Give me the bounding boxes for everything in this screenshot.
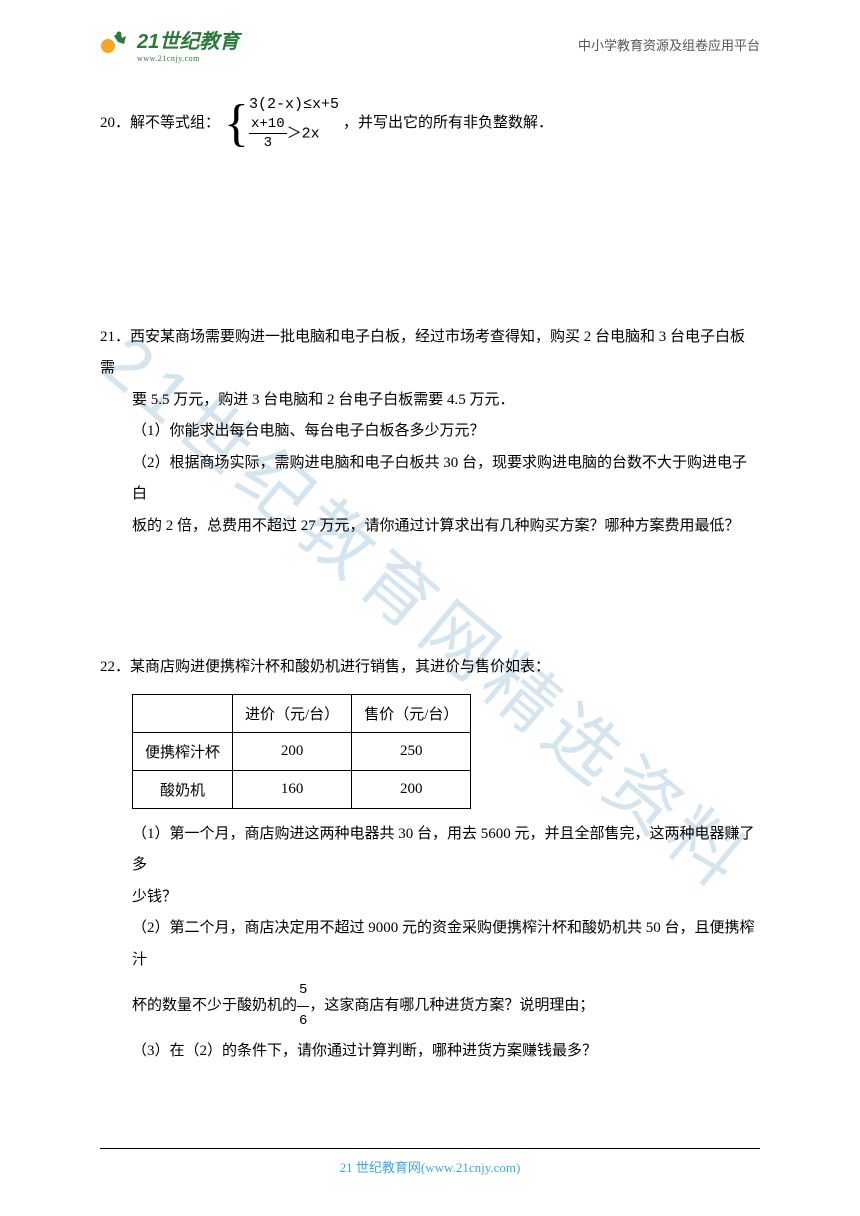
equation-line1: 3(2-x)≤x+5 — [249, 96, 339, 113]
table-cell: 200 — [233, 732, 352, 770]
table-header-2: 售价（元/台） — [352, 694, 471, 732]
table-cell: 酸奶机 — [133, 770, 233, 808]
brace-content: 3(2-x)≤x+5 x+103＞2x — [249, 95, 339, 152]
logo: 21世纪教育 www.21cnjy.com — [100, 25, 239, 63]
table-header-0 — [133, 694, 233, 732]
q2-before-frac: 杯的数量不少于酸奶机的 — [132, 998, 297, 1014]
table-header-row: 进价（元/台） 售价（元/台） — [133, 694, 471, 732]
header-right-text: 中小学教育资源及组卷应用平台 — [578, 35, 760, 54]
problem-21-text: 21．西安某商场需要购进一批电脑和电子白板，经过市场考查得知，购买 2 台电脑和… — [100, 322, 760, 385]
problem-22-q2-line1: （2）第二个月，商店决定用不超过 9000 元的资金采购便携榨汁杯和酸奶机共 5… — [100, 913, 760, 976]
logo-sub-text: www.21cnjy.com — [137, 54, 239, 63]
table-row: 酸奶机 160 200 — [133, 770, 471, 808]
frac-numerator: x+10 — [249, 115, 287, 134]
problem-22: 22．某商店购进便携榨汁杯和酸奶机进行销售，其进价与售价如表： 进价（元/台） … — [100, 652, 760, 1067]
equation-line2-rest: ＞2x — [287, 125, 320, 142]
table-cell: 200 — [352, 770, 471, 808]
problem-20-after: ，并写出它的所有非负整数解． — [343, 115, 553, 131]
problem-20-text: 20．解不等式组：{3(2-x)≤x+5 x+103＞2x ，并写出它的所有非负整数… — [100, 95, 760, 152]
problem-22-intro: 22．某商店购进便携榨汁杯和酸奶机进行销售，其进价与售价如表： — [100, 652, 760, 684]
fraction-5-6: 56 — [297, 976, 309, 1036]
table-cell: 250 — [352, 732, 471, 770]
logo-main-text: 21世纪教育 — [137, 25, 239, 54]
problem-21-line1: 西安某商场需要购进一批电脑和电子白板，经过市场考查得知，购买 2 台电脑和 3 … — [100, 329, 745, 377]
problem-21: 21．西安某商场需要购进一批电脑和电子白板，经过市场考查得知，购买 2 台电脑和… — [100, 322, 760, 543]
problem-22-q3: （3）在（2）的条件下，请你通过计算判断，哪种进货方案赚钱最多？ — [100, 1036, 760, 1068]
problem-22-number: 22． — [100, 659, 130, 675]
problem-20-before: 解不等式组： — [130, 115, 220, 131]
table-row: 便携榨汁杯 200 250 — [133, 732, 471, 770]
logo-icon — [100, 28, 132, 60]
problem-21-q1: （1）你能求出每台电脑、每台电子白板各多少万元？ — [100, 416, 760, 448]
price-table-container: 进价（元/台） 售价（元/台） 便携榨汁杯 200 250 酸奶机 160 20… — [132, 694, 760, 809]
q2-after-frac: ，这家商店有哪几种进货方案？说明理由； — [309, 998, 594, 1014]
problem-20-number: 20． — [100, 115, 130, 131]
page-header: 21世纪教育 www.21cnjy.com 中小学教育资源及组卷应用平台 — [0, 25, 860, 63]
logo-text-container: 21世纪教育 www.21cnjy.com — [137, 25, 239, 63]
problem-22-q2-line2: 杯的数量不少于酸奶机的56，这家商店有哪几种进货方案？说明理由； — [100, 976, 760, 1036]
price-table: 进价（元/台） 售价（元/台） 便携榨汁杯 200 250 酸奶机 160 20… — [132, 694, 471, 809]
frac-denominator: 3 — [249, 134, 287, 152]
problem-21-line2: 要 5.5 万元，购进 3 台电脑和 2 台电子白板需要 4.5 万元． — [100, 385, 760, 417]
brace-icon: { — [224, 103, 249, 145]
fraction-1: x+103 — [249, 115, 287, 152]
problem-21-q2-line2: 板的 2 倍，总费用不超过 27 万元，请你通过计算求出有几种购买方案？哪种方案… — [100, 511, 760, 543]
frac-den-6: 6 — [297, 1007, 309, 1036]
problem-22-intro-text: 某商店购进便携榨汁杯和酸奶机进行销售，其进价与售价如表： — [130, 659, 550, 675]
problem-22-q1-line1: （1）第一个月，商店购进这两种电器共 30 台，用去 5600 元，并且全部售完… — [100, 819, 760, 882]
page-footer: 21 世纪教育网(www.21cnjy.com) — [100, 1148, 760, 1176]
problem-20: 20．解不等式组：{3(2-x)≤x+5 x+103＞2x ，并写出它的所有非负整数… — [100, 95, 760, 152]
main-content: 20．解不等式组：{3(2-x)≤x+5 x+103＞2x ，并写出它的所有非负整数… — [100, 95, 760, 1128]
problem-21-q2-line1: （2）根据商场实际，需购进电脑和电子白板共 30 台，现要求购进电脑的台数不大于… — [100, 448, 760, 511]
footer-text: 21 世纪教育网(www.21cnjy.com) — [100, 1157, 760, 1176]
table-header-1: 进价（元/台） — [233, 694, 352, 732]
problem-21-number: 21． — [100, 329, 130, 345]
equation-system: {3(2-x)≤x+5 x+103＞2x — [224, 95, 339, 152]
problem-22-q1-line2: 少钱？ — [100, 882, 760, 914]
frac-num-5: 5 — [297, 976, 309, 1006]
table-cell: 160 — [233, 770, 352, 808]
table-cell: 便携榨汁杯 — [133, 732, 233, 770]
